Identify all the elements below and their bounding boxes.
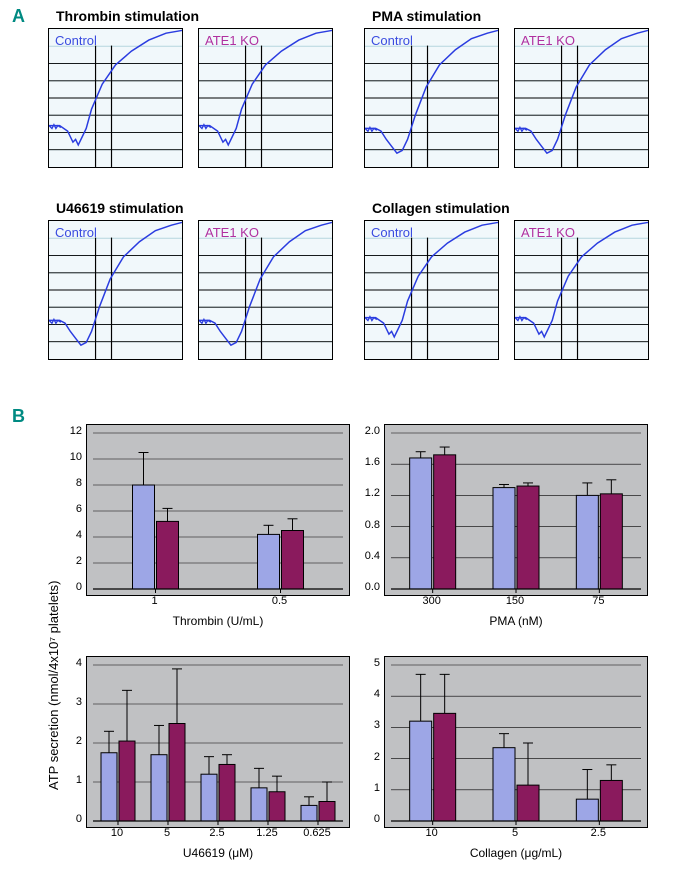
bar-control (576, 495, 598, 589)
y-tick: 2 (56, 735, 82, 747)
x-label-collagen: Collagen (μg/mL) (384, 846, 648, 860)
bar-control (133, 485, 155, 589)
y-tick: 12 (56, 425, 82, 437)
x-tick: 0.625 (297, 827, 337, 839)
bar-control (258, 534, 280, 589)
bar-ko (434, 455, 456, 589)
trace-label: ATE1 KO (205, 225, 259, 240)
trace-collagen-ko: ATE1 KO (514, 220, 649, 360)
y-tick: 1.6 (354, 456, 380, 468)
x-tick: 10 (97, 827, 137, 839)
x-tick: 2.5 (578, 827, 618, 839)
panel-letter-a: A (12, 6, 25, 27)
y-tick: 0 (56, 581, 82, 593)
y-tick: 4 (56, 529, 82, 541)
chart-u46619 (86, 656, 350, 828)
bar-ko (319, 802, 335, 822)
y-tick: 0.0 (354, 581, 380, 593)
x-tick: 5 (495, 827, 535, 839)
x-tick: 1 (135, 595, 175, 607)
y-tick: 4 (56, 657, 82, 669)
bar-ko (219, 764, 235, 821)
x-tick: 150 (495, 595, 535, 607)
trace-label: Control (55, 33, 97, 48)
y-tick: 8 (56, 477, 82, 489)
bar-control (410, 458, 432, 589)
trace-collagen-control: Control (364, 220, 499, 360)
bar-ko (157, 521, 179, 589)
x-tick: 2.5 (197, 827, 237, 839)
bar-control (576, 799, 598, 821)
title-thrombin: Thrombin stimulation (56, 8, 199, 24)
trace-label: Control (371, 33, 413, 48)
bar-control (201, 774, 217, 821)
title-collagen: Collagen stimulation (372, 200, 510, 216)
bar-ko (269, 792, 285, 821)
y-tick: 1.2 (354, 487, 380, 499)
bar-ko (517, 785, 539, 821)
chart-collagen (384, 656, 648, 828)
y-tick: 0.4 (354, 550, 380, 562)
chart-thrombin (86, 424, 350, 596)
x-tick: 75 (578, 595, 618, 607)
y-tick: 3 (354, 719, 380, 731)
trace-label: ATE1 KO (521, 225, 575, 240)
chart-pma (384, 424, 648, 596)
x-label-pma: PMA (nM) (384, 614, 648, 628)
y-tick: 0 (354, 813, 380, 825)
x-tick: 10 (412, 827, 452, 839)
bar-ko (119, 741, 135, 821)
trace-thrombin-ko: ATE1 KO (198, 28, 333, 168)
x-tick: 5 (147, 827, 187, 839)
title-u46619: U46619 stimulation (56, 200, 184, 216)
x-tick: 1.25 (247, 827, 287, 839)
x-tick: 0.5 (260, 595, 300, 607)
bar-ko (517, 486, 539, 589)
x-label-thrombin: Thrombin (U/mL) (86, 614, 350, 628)
trace-label: ATE1 KO (205, 33, 259, 48)
bar-control (493, 748, 515, 821)
bar-ko (600, 780, 622, 821)
bar-ko (434, 713, 456, 821)
y-tick: 0 (56, 813, 82, 825)
x-tick: 300 (412, 595, 452, 607)
trace-pma-ko: ATE1 KO (514, 28, 649, 168)
bar-ko (600, 494, 622, 589)
bar-control (151, 755, 167, 821)
trace-label: Control (55, 225, 97, 240)
bar-control (410, 721, 432, 821)
panel-letter-b: B (12, 406, 25, 427)
y-tick: 2 (354, 751, 380, 763)
y-tick: 2.0 (354, 425, 380, 437)
y-tick: 3 (56, 696, 82, 708)
y-tick: 6 (56, 503, 82, 515)
trace-label: Control (371, 225, 413, 240)
trace-pma-control: Control (364, 28, 499, 168)
bar-control (301, 805, 317, 821)
bar-ko (169, 724, 185, 822)
trace-u46619-control: Control (48, 220, 183, 360)
trace-u46619-ko: ATE1 KO (198, 220, 333, 360)
x-label-u46619: U46619 (μM) (86, 846, 350, 860)
y-tick: 5 (354, 657, 380, 669)
y-tick: 2 (56, 555, 82, 567)
title-pma: PMA stimulation (372, 8, 481, 24)
y-tick: 0.8 (354, 519, 380, 531)
y-tick: 1 (354, 782, 380, 794)
bar-ko (282, 531, 304, 590)
y-tick: 1 (56, 774, 82, 786)
bar-control (493, 488, 515, 589)
bar-control (101, 753, 117, 821)
trace-label: ATE1 KO (521, 33, 575, 48)
bar-control (251, 788, 267, 821)
trace-thrombin-control: Control (48, 28, 183, 168)
y-axis-label: ATP secretion (nmol/4x10⁷ platelets) (46, 581, 61, 790)
y-tick: 4 (354, 688, 380, 700)
y-tick: 10 (56, 451, 82, 463)
